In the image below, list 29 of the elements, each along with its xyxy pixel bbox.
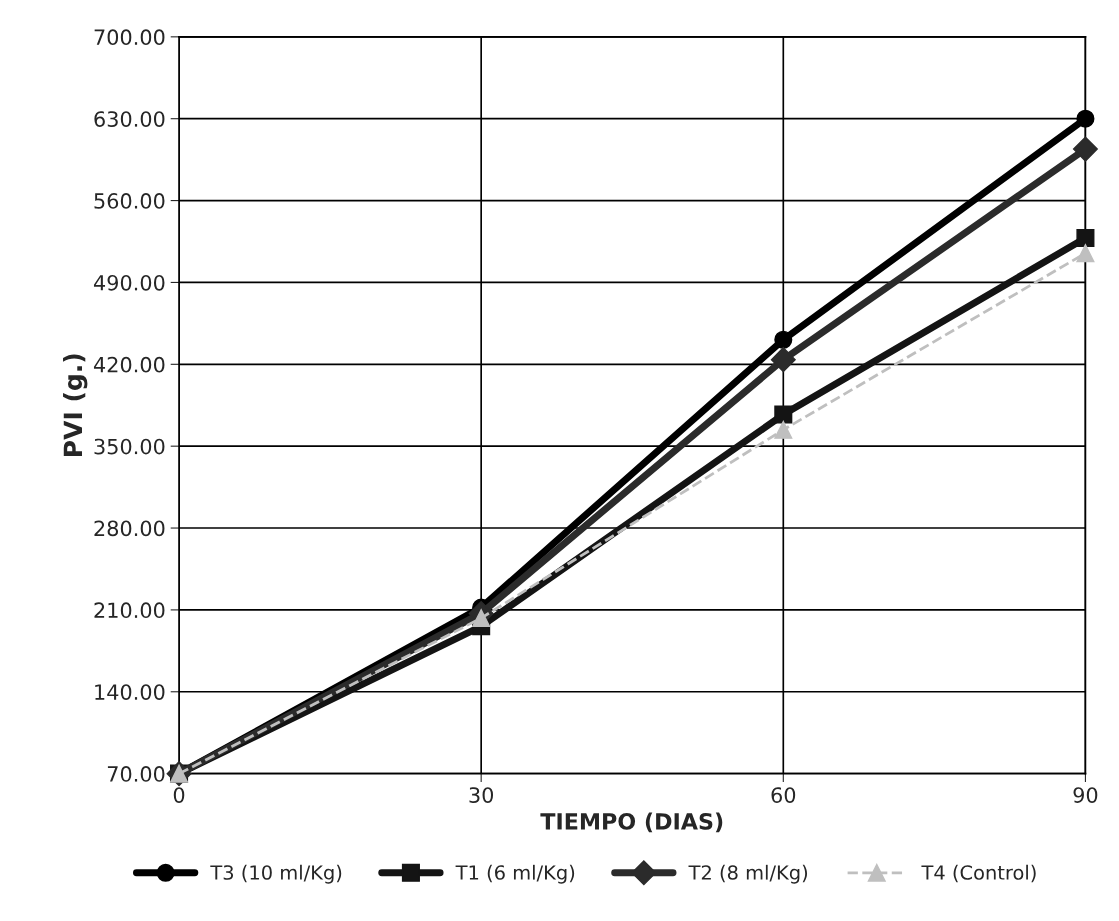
point [1076, 244, 1095, 263]
y-axis-title: PVI (g.) [63, 354, 88, 456]
y-tick-label: 140.00 [95, 684, 165, 700]
y-tick-label: 210.00 [94, 602, 165, 619]
y-tick-label: 630.00 [94, 111, 165, 127]
y-tick-label: 560.00 [94, 193, 165, 209]
x-tick-label: 60 [771, 787, 796, 803]
legend-label: T3 (10 ml/Kg) [210, 864, 342, 884]
y-tick-label: 70.00 [107, 766, 165, 782]
point [1076, 109, 1095, 128]
point [1076, 228, 1095, 248]
point [774, 405, 793, 424]
y-tick-label: 490.00 [93, 274, 165, 291]
legend-label: T4 (Control) [921, 864, 1036, 883]
y-tick-label: 280.00 [94, 520, 165, 537]
point [774, 420, 793, 439]
x-tick-label: 90 [1073, 787, 1098, 803]
x-tick-label: 0 [173, 787, 185, 803]
point [1072, 136, 1098, 162]
x-tick-label: 30 [469, 787, 494, 803]
y-tick-label: 350.00 [94, 438, 165, 455]
point [472, 609, 491, 628]
y-tick-label: 700.00 [94, 29, 165, 46]
y-tick-label: 420.00 [93, 356, 165, 373]
x-axis-title: TIEMPO (DIAS) [540, 812, 723, 833]
legend-label: T1 (6 ml/Kg) [455, 864, 575, 884]
point [774, 330, 793, 349]
point [770, 347, 796, 373]
legend-label: T2 (8 ml/Kg) [688, 864, 808, 884]
